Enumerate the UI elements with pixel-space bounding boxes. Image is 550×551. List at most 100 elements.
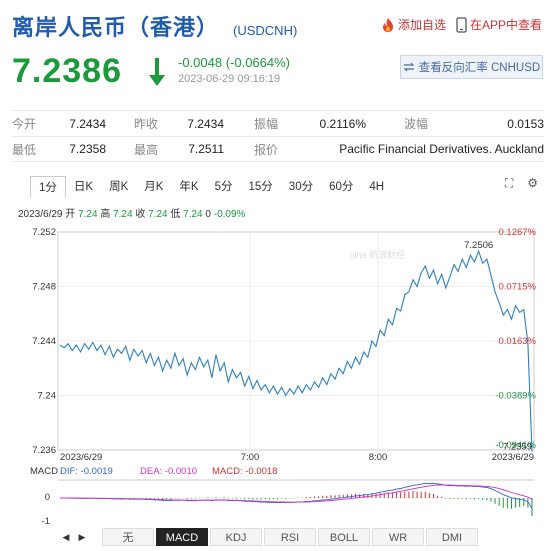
y-tick-label: 7.252 <box>32 227 56 238</box>
y-tick-label: 7.24 <box>38 391 57 402</box>
quote-low: 7.24 <box>183 209 203 220</box>
add-watchlist-label: 添加自选 <box>397 18 446 32</box>
stat-value: Pacific Financial Derivatives. Auckland <box>339 142 544 156</box>
quote-high-label: 高 <box>100 209 111 220</box>
stat-label: 今开 <box>12 117 37 131</box>
phone-icon <box>456 16 467 33</box>
quote-high: 7.24 <box>113 209 133 220</box>
price-change: -0.0048 (-0.0664%) <box>178 55 291 70</box>
tab-1min[interactable]: 1分 <box>30 176 66 198</box>
y-tick-label: 7.244 <box>32 336 56 347</box>
stat-label: 最高 <box>134 142 159 157</box>
quote-close-label: 收 <box>135 209 146 220</box>
right-tick-label: -0.0941% <box>495 440 536 451</box>
stat-value: 0.2116% <box>319 116 366 131</box>
stat-label: 昨收 <box>134 117 159 131</box>
header: 离岸人民币（香港） (USDCNH) <box>12 10 297 40</box>
next-icon[interactable]: ▶ <box>78 532 86 542</box>
period-tabs: 1分 日K 周K 月K 年K 5分 15分 30分 60分 4H ⛶ ⚙ <box>12 176 544 198</box>
stats-row: 最低 7.2358 最高 7.2511 报价 Pacific Financial… <box>12 136 544 162</box>
current-price: 7.2386 <box>12 52 122 90</box>
stat-value: 7.2511 <box>188 142 224 156</box>
indicator-tabs: ◀ ▶ 无 MACD KDJ RSI BOLL WR DMI <box>58 528 538 548</box>
tab-30min[interactable]: 30分 <box>288 181 314 193</box>
high-annotation: 7.2506 <box>464 240 493 251</box>
indicator-tab-boll[interactable]: BOLL <box>318 528 370 546</box>
right-tick-label: 0.0715% <box>498 282 536 293</box>
arrow-down-icon <box>149 58 165 86</box>
reverse-rate-label: 查看反向汇率 CNHUSD <box>418 62 541 74</box>
macd-dif: DIF: -0.0019 <box>60 466 113 477</box>
quote-low-label: 低 <box>170 209 181 220</box>
open-app-label: 在APP中查看 <box>469 18 542 32</box>
stat-label: 振幅 <box>254 117 279 131</box>
indicator-tab-none[interactable]: 无 <box>102 528 154 546</box>
right-tick-label: -0.0389% <box>495 391 536 402</box>
tab-60min[interactable]: 60分 <box>329 181 354 193</box>
page-title: 离岸人民币（香港） <box>12 15 220 40</box>
price-line <box>59 249 533 452</box>
quote-time: 2023-06-29 09:16:19 <box>178 73 281 85</box>
macd-tick: 0 <box>45 492 50 503</box>
fire-icon <box>382 17 393 32</box>
chart-watermark: sina 新浪财经 <box>350 249 405 260</box>
indicator-tab-kdj[interactable]: KDJ <box>210 528 262 546</box>
swap-icon <box>403 62 415 72</box>
chart-tools: ⛶ ⚙ <box>491 176 538 191</box>
indicator-tab-rsi[interactable]: RSI <box>264 528 316 546</box>
stats-row: 今开 7.2434 昨收 7.2434 振幅 0.2116% 波幅 0.0153 <box>12 110 544 136</box>
indicator-tab-dmi[interactable]: DMI <box>426 528 478 546</box>
stat-value: 7.2358 <box>69 142 106 156</box>
y-axis: 7.252 7.248 7.244 7.24 7.236 <box>32 227 56 456</box>
right-tick-label: 0.0163% <box>498 336 536 347</box>
tab-daily[interactable]: 日K <box>73 181 94 193</box>
x-tick-label: 8:00 <box>369 452 388 463</box>
macd-dea-line <box>60 484 533 503</box>
stat-label: 最低 <box>12 142 37 157</box>
tab-4h[interactable]: 4H <box>369 181 385 193</box>
macd-dea: DEA: -0.0010 <box>140 466 197 477</box>
quote-pct: -0.09% <box>213 209 246 220</box>
quote-open-label: 开 <box>65 209 76 220</box>
macd-histogram <box>63 490 533 516</box>
indicator-tab-macd[interactable]: MACD <box>156 528 208 546</box>
macd-value: MACD: -0.0018 <box>212 466 277 477</box>
add-watchlist-button[interactable]: 添加自选 <box>381 16 446 33</box>
reverse-rate-button[interactable]: 查看反向汇率 CNHUSD <box>400 55 543 79</box>
tab-yearly[interactable]: 年K <box>179 181 199 193</box>
x-tick-label: 2023/6/29 <box>492 452 534 463</box>
tab-monthly[interactable]: 月K <box>144 181 164 193</box>
chart-grid <box>57 231 535 499</box>
right-tick-label: 0.1267% <box>498 227 536 238</box>
stat-value: 0.0153 <box>507 116 544 131</box>
indicator-tab-wr[interactable]: WR <box>372 528 424 546</box>
stats-table: 今开 7.2434 昨收 7.2434 振幅 0.2116% 波幅 0.0153… <box>12 110 544 162</box>
open-app-link[interactable]: 在APP中查看 <box>456 16 542 33</box>
header-actions: 添加自选 在APP中查看 <box>381 16 542 33</box>
price-chart[interactable]: sina 新浪财经 7.252 7.248 7.244 7.24 7.236 0.126… <box>0 218 550 528</box>
quote-close: 7.24 <box>148 209 168 220</box>
settings-icon[interactable]: ⚙ <box>527 176 538 190</box>
tab-5min[interactable]: 5分 <box>214 181 233 193</box>
symbol-code: (USDCNH) <box>233 23 298 38</box>
macd-tick: -1 <box>42 516 50 527</box>
quote-volume: 0 <box>205 209 211 220</box>
tab-weekly[interactable]: 周K <box>109 181 129 193</box>
x-tick-label: 2023/6/29 <box>60 452 102 463</box>
prev-icon[interactable]: ◀ <box>62 532 70 542</box>
y-tick-label: 7.248 <box>32 282 56 293</box>
stat-value: 7.2434 <box>187 116 224 131</box>
y-tick-label: 7.236 <box>32 445 56 456</box>
stat-value: 7.2434 <box>69 116 106 131</box>
right-axis: 0.1267% 0.0715% 0.0163% -0.0389% -0.0941% <box>495 227 536 451</box>
stat-label: 波幅 <box>404 117 429 131</box>
quote-date: 2023/6/29 <box>18 209 63 220</box>
chart-quote-line: 2023/6/29 开 7.24 高 7.24 收 7.24 低 7.24 0 … <box>18 205 245 220</box>
x-axis: 2023/6/29 7:00 8:00 2023/6/29 <box>60 452 534 463</box>
fullscreen-icon[interactable]: ⛶ <box>504 176 514 190</box>
macd-dif-line <box>59 482 533 509</box>
quote-open: 7.24 <box>78 209 98 220</box>
macd-label: MACD <box>30 466 58 477</box>
stat-label: 报价 <box>254 142 279 157</box>
tab-15min[interactable]: 15分 <box>248 181 273 193</box>
